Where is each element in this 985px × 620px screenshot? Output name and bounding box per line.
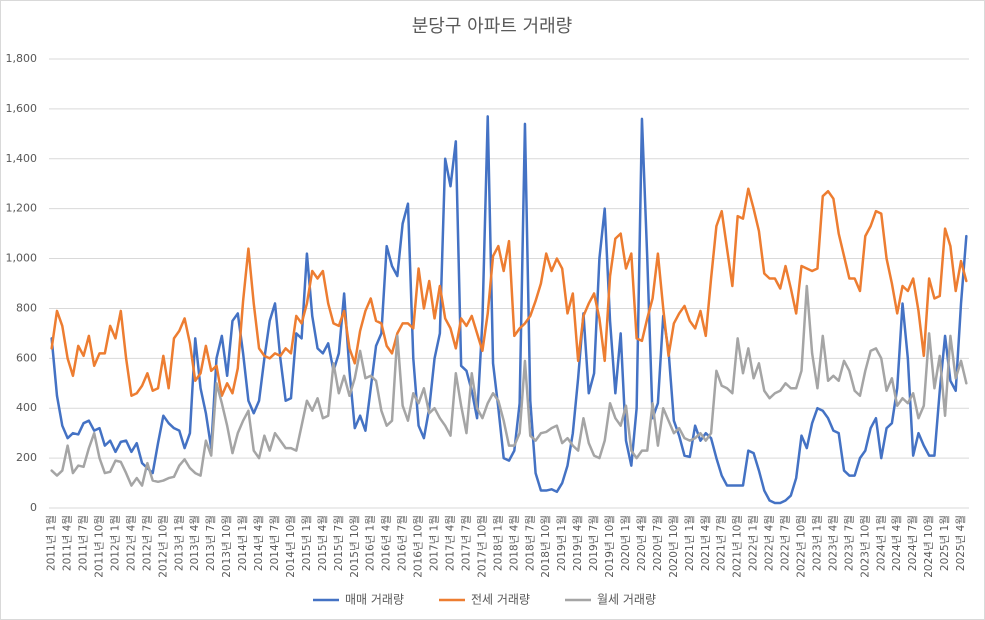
x-tick-label: 2023년 10월 <box>859 515 871 578</box>
x-tick-label: 2019년 10월 <box>604 515 616 578</box>
x-tick-label: 2021년 4월 <box>700 515 712 571</box>
series-line <box>50 284 968 487</box>
x-tick-label: 2013년 7월 <box>205 515 217 571</box>
x-tick-label: 2021년 7월 <box>716 515 728 571</box>
x-tick-label: 2023년 4월 <box>827 515 839 571</box>
x-tick-label: 2020년 10월 <box>668 515 680 578</box>
x-tick-label: 2011년 1월 <box>46 515 58 571</box>
y-tick-label: 0 <box>30 501 37 514</box>
x-tick-label: 2013년 4월 <box>189 515 201 571</box>
x-tick-label: 2015년 4월 <box>317 515 329 571</box>
legend-label: 월세 거래량 <box>597 593 656 607</box>
x-tick-label: 2013년 10월 <box>221 515 233 578</box>
x-tick-label: 2014년 4월 <box>253 515 265 571</box>
y-tick-label: 600 <box>16 351 37 364</box>
x-tick-label: 2024년 1월 <box>875 515 887 571</box>
x-tick-label: 2022년 4월 <box>764 515 776 571</box>
x-tick-label: 2017년 4월 <box>445 515 457 571</box>
series-line <box>50 187 968 397</box>
x-tick-label: 2017년 7월 <box>460 515 472 571</box>
y-tick-label: 1,000 <box>6 252 38 265</box>
x-tick-label: 2023년 1월 <box>811 515 823 571</box>
x-tick-label: 2011년 10월 <box>94 515 106 578</box>
y-tick-label: 800 <box>16 301 37 314</box>
x-tick-label: 2024년 10월 <box>923 515 935 578</box>
x-tick-label: 2016년 1월 <box>365 515 377 571</box>
x-tick-label: 2011년 7월 <box>78 515 90 571</box>
x-tick-label: 2012년 7월 <box>141 515 153 571</box>
y-tick-label: 400 <box>16 401 37 414</box>
y-tick-label: 1,800 <box>6 52 38 65</box>
x-tick-label: 2014년 7월 <box>269 515 281 571</box>
x-tick-label: 2012년 1월 <box>109 515 121 571</box>
x-tick-label: 2014년 10월 <box>285 515 297 578</box>
legend-label: 전세 거래량 <box>471 593 530 607</box>
x-tick-label: 2020년 1월 <box>620 515 632 571</box>
x-tick-label: 2017년 10월 <box>476 515 488 578</box>
chart-title: 분당구 아파트 거래량 <box>412 16 572 37</box>
y-tick-label: 1,400 <box>6 152 38 165</box>
x-tick-label: 2019년 7월 <box>588 515 600 571</box>
series-line <box>50 115 968 505</box>
x-tick-label: 2016년 7월 <box>397 515 409 571</box>
x-tick-label: 2012년 4월 <box>125 515 137 571</box>
y-tick-label: 1,600 <box>6 102 38 115</box>
x-tick-label: 2023년 7월 <box>843 515 855 571</box>
x-tick-label: 2016년 10월 <box>413 515 425 578</box>
x-tick-label: 2021년 1월 <box>684 515 696 571</box>
x-tick-label: 2022년 7월 <box>780 515 792 571</box>
y-tick-label: 1,200 <box>6 202 38 215</box>
x-tick-label: 2024년 7월 <box>907 515 919 571</box>
x-tick-label: 2013년 1월 <box>173 515 185 571</box>
x-tick-label: 2018년 10월 <box>540 515 552 578</box>
x-tick-label: 2020년 7월 <box>652 515 664 571</box>
x-tick-label: 2025년 1월 <box>939 515 951 571</box>
x-tick-label: 2019년 4월 <box>572 515 584 571</box>
x-tick-label: 2024년 4월 <box>891 515 903 571</box>
x-tick-label: 2018년 1월 <box>492 515 504 571</box>
x-tick-label: 2015년 7월 <box>333 515 345 571</box>
x-tick-label: 2017년 1월 <box>429 515 441 571</box>
x-tick-label: 2022년 10월 <box>795 515 807 578</box>
x-tick-label: 2020년 4월 <box>636 515 648 571</box>
x-tick-label: 2019년 1월 <box>556 515 568 571</box>
x-tick-label: 2022년 1월 <box>748 515 760 571</box>
y-tick-label: 200 <box>16 451 37 464</box>
x-tick-label: 2012년 10월 <box>157 515 169 578</box>
x-tick-label: 2015년 10월 <box>349 515 361 578</box>
x-tick-label: 2014년 1월 <box>237 515 249 571</box>
x-tick-label: 2011년 4월 <box>62 515 74 571</box>
x-tick-label: 2016년 4월 <box>381 515 393 571</box>
x-tick-label: 2015년 1월 <box>301 515 313 571</box>
x-tick-label: 2018년 7월 <box>524 515 536 571</box>
legend-label: 매매 거래량 <box>345 593 404 607</box>
x-tick-label: 2025년 4월 <box>955 515 967 571</box>
x-tick-label: 2021년 10월 <box>732 515 744 578</box>
x-tick-label: 2018년 4월 <box>508 515 520 571</box>
